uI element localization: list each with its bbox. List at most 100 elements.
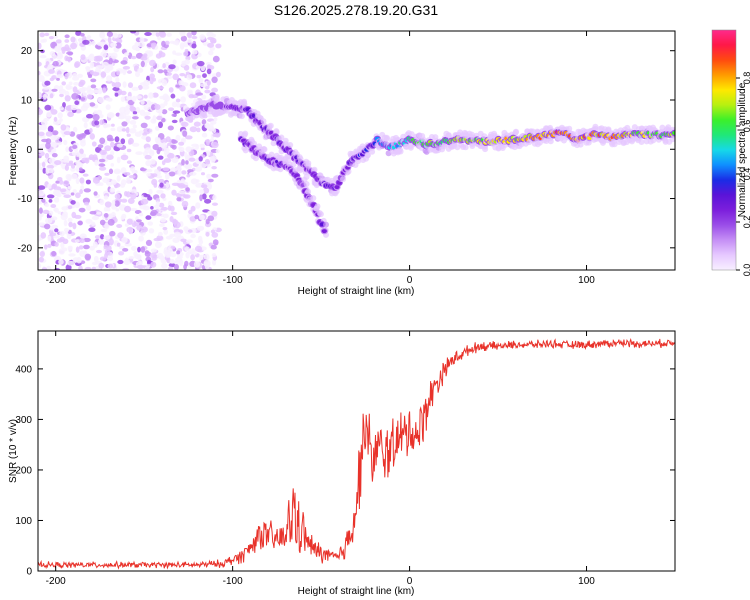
- noise-speckle: [51, 88, 58, 92]
- noise-speckle: [120, 60, 128, 65]
- noise-speckle: [48, 157, 56, 164]
- noise-speckle: [124, 205, 132, 213]
- noise-speckle: [47, 64, 54, 69]
- noise-speckle: [187, 249, 192, 255]
- noise-speckle: [156, 175, 163, 179]
- noise-speckle: [204, 122, 211, 129]
- noise-speckle: [165, 136, 171, 143]
- noise-speckle: [167, 142, 172, 147]
- spectrogram-frame: [37, 30, 676, 271]
- noise-speckle: [168, 248, 173, 254]
- noise-speckle: [144, 250, 150, 255]
- noise-speckle: [164, 61, 170, 67]
- noise-speckle: [185, 239, 193, 244]
- noise-speckle: [183, 194, 191, 199]
- noise-speckle: [96, 42, 104, 46]
- noise-speckle: [198, 156, 203, 162]
- noise-speckle: [65, 189, 71, 195]
- noise-speckle: [82, 250, 88, 256]
- noise-speckle: [93, 191, 98, 196]
- noise-speckle: [114, 81, 122, 88]
- noise-speckle: [186, 38, 193, 43]
- noise-speckle: [111, 123, 115, 127]
- noise-speckle: [102, 177, 110, 184]
- noise-speckle: [206, 139, 210, 146]
- noise-speckle: [195, 65, 201, 70]
- noise-speckle: [135, 151, 143, 156]
- noise-speckle: [179, 42, 185, 49]
- noise-speckle: [166, 252, 171, 258]
- noise-speckle: [85, 179, 91, 185]
- noise-speckle: [93, 110, 99, 114]
- noise-speckle: [82, 92, 88, 96]
- noise-speckle: [106, 31, 113, 37]
- noise-speckle: [99, 31, 106, 39]
- noise-speckle: [124, 115, 132, 121]
- noise-speckle: [155, 125, 160, 131]
- noise-speckle: [107, 36, 112, 44]
- y-tick-label: 0: [26, 145, 32, 156]
- ridge-halo: [242, 147, 249, 154]
- noise-speckle: [120, 90, 127, 96]
- noise-speckle: [123, 259, 131, 266]
- noise-speckle: [63, 194, 71, 199]
- noise-speckle: [116, 156, 121, 164]
- noise-speckle: [123, 52, 130, 57]
- noise-speckle: [99, 166, 107, 171]
- snr-plot-area: [38, 337, 675, 570]
- noise-speckle: [83, 122, 88, 129]
- noise-speckle: [42, 167, 47, 174]
- noise-speckle: [38, 200, 43, 205]
- colorbar-tick-label: 0.2: [742, 216, 750, 229]
- ridge-halo: [292, 167, 299, 174]
- noise-speckle: [169, 205, 175, 212]
- noise-speckle: [127, 198, 135, 204]
- noise-speckle: [67, 205, 73, 210]
- noise-speckle: [129, 128, 137, 134]
- noise-speckle: [126, 133, 131, 137]
- noise-speckle: [110, 127, 116, 132]
- ridge-halo: [266, 123, 273, 130]
- noise-speckle: [211, 173, 219, 178]
- noise-speckle: [184, 59, 191, 65]
- ridge-halo: [268, 151, 275, 158]
- noise-speckle: [199, 162, 207, 169]
- noise-speckle: [96, 62, 101, 66]
- noise-speckle: [195, 166, 203, 172]
- noise-speckle: [124, 223, 129, 227]
- noise-speckle: [57, 112, 63, 119]
- noise-speckle: [194, 214, 199, 220]
- noise-speckle: [172, 73, 179, 81]
- noise-speckle: [54, 228, 59, 233]
- noise-speckle: [207, 80, 211, 86]
- noise-speckle: [127, 82, 134, 89]
- noise-speckle: [188, 94, 195, 99]
- noise-speckle: [167, 152, 175, 159]
- noise-speckle: [203, 259, 211, 267]
- noise-speckle: [74, 239, 81, 243]
- noise-speckle: [170, 211, 178, 216]
- noise-speckle: [143, 104, 151, 111]
- noise-speckle: [51, 184, 56, 190]
- noise-speckle: [206, 173, 212, 179]
- ridge-halo: [396, 146, 403, 153]
- noise-speckle: [72, 76, 80, 81]
- noise-speckle: [124, 191, 128, 197]
- noise-speckle: [158, 146, 163, 152]
- noise-speckle: [132, 124, 137, 129]
- noise-speckle: [170, 252, 177, 258]
- noise-speckle: [38, 235, 42, 242]
- noise-speckle: [103, 244, 109, 250]
- noise-speckle: [95, 68, 101, 73]
- noise-speckle: [49, 36, 54, 40]
- ridge-halo: [297, 167, 303, 174]
- noise-speckle: [46, 111, 52, 118]
- noise-speckle: [180, 238, 187, 243]
- noise-speckle: [45, 167, 50, 175]
- noise-speckle: [89, 61, 95, 69]
- noise-speckle: [44, 104, 52, 111]
- noise-speckle: [45, 142, 51, 150]
- noise-speckle: [38, 70, 41, 76]
- noise-speckle: [127, 70, 132, 74]
- noise-speckle: [135, 71, 140, 78]
